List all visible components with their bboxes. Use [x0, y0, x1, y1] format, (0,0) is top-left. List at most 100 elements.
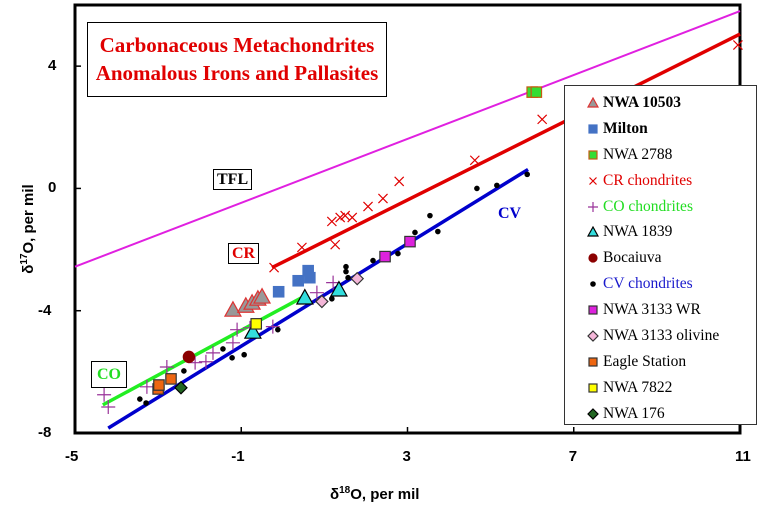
legend-label: Bocaiuva: [603, 249, 662, 267]
y-tick-label: 0: [48, 179, 57, 197]
legend-marker-shape: [588, 253, 598, 263]
data-point: [530, 86, 543, 98]
y-tick-label: 4: [48, 57, 57, 75]
legend-marker-shape: [587, 407, 599, 420]
data-point: [350, 271, 365, 286]
legend-item: CV chondrites: [565, 271, 756, 297]
x-tick-label: 7: [568, 448, 578, 465]
data-point: [427, 212, 433, 219]
data-point: [474, 185, 480, 192]
data-point: [198, 354, 213, 369]
x-tick-label: -5: [65, 448, 79, 465]
data-point: [304, 271, 316, 284]
x-tick-label: 11: [735, 448, 751, 465]
legend-item: CR chondrites: [565, 168, 756, 194]
y-axis-label: δ17O, per mil: [19, 184, 37, 274]
data-point: [174, 380, 188, 395]
y-tick-label: -4: [38, 301, 52, 319]
data-point: [181, 368, 187, 374]
data-point: [524, 171, 531, 178]
legend-marker: [587, 407, 599, 420]
data-point: [326, 216, 337, 227]
x-tick-label: -1: [231, 448, 245, 465]
data-point: [272, 285, 285, 298]
data-point: [315, 294, 329, 309]
legend-marker-shape: [588, 124, 598, 134]
data-point: [329, 280, 348, 297]
cr-label: CR: [228, 243, 260, 264]
line-co: [102, 296, 303, 407]
legend-marker: [587, 96, 599, 108]
legend-marker: [588, 253, 598, 263]
legend-marker: [589, 176, 597, 185]
legend-marker-shape: [588, 150, 598, 160]
data-point: [165, 373, 177, 385]
legend-marker-shape: [589, 176, 597, 185]
data-point: [253, 287, 272, 304]
co-label: CO: [91, 361, 127, 388]
data-point: [435, 228, 441, 235]
legend-label: Eagle Station: [603, 352, 687, 370]
legend-marker-shape: [588, 383, 598, 393]
legend-label: CV chondrites: [603, 275, 693, 293]
legend-item: NWA 3133 olivine: [565, 323, 756, 349]
data-point: [220, 346, 226, 352]
legend-label: NWA 3133 WR: [603, 301, 701, 319]
data-point: [404, 235, 416, 248]
data-point: [343, 263, 349, 270]
line-cr: [271, 32, 741, 270]
data-point: [370, 257, 376, 264]
data-point: [97, 387, 112, 402]
data-point: [143, 400, 149, 406]
data-point: [230, 322, 245, 337]
chart-title: Carbonaceous Metachondrites Anomalous Ir…: [87, 22, 387, 97]
legend-marker: [588, 124, 598, 134]
data-point: [469, 155, 480, 166]
legend-label: Milton: [603, 119, 648, 137]
data-point: [250, 318, 263, 330]
data-point: [309, 285, 324, 300]
legend-label: NWA 3133 olivine: [603, 326, 720, 344]
data-point: [265, 319, 280, 334]
data-point: [395, 250, 401, 257]
legend-item: NWA 2788: [565, 142, 756, 168]
data-point: [205, 345, 220, 360]
legend-marker: [588, 201, 598, 212]
data-point: [275, 326, 281, 333]
data-point: [292, 274, 304, 287]
data-point: [241, 351, 247, 358]
legend-label: NWA 7822: [603, 378, 673, 396]
legend-item: Bocaiuva: [565, 245, 756, 271]
data-point: [139, 379, 154, 394]
data-point: [223, 300, 242, 317]
legend-label: CO chondrites: [603, 197, 693, 215]
data-point: [329, 295, 335, 302]
data-point: [732, 40, 743, 51]
legend-marker-shape: [587, 96, 599, 108]
data-point: [101, 400, 116, 415]
data-point: [225, 335, 240, 350]
data-point: [269, 262, 280, 273]
legend-item: Milton: [565, 116, 756, 142]
legend-item: NWA 10503: [565, 90, 756, 116]
legend-marker: [590, 281, 596, 287]
data-point: [378, 193, 388, 204]
legend-marker-shape: [590, 281, 596, 287]
data-point: [229, 354, 235, 361]
legend-marker-shape: [588, 201, 598, 212]
legend-item: NWA 3133 WR: [565, 297, 756, 323]
legend-marker: [588, 150, 598, 160]
legend-marker-shape: [588, 357, 598, 367]
data-point: [363, 201, 373, 212]
legend: NWA 10503 Milton NWA 2788 CR chondrites CO c…: [564, 85, 757, 425]
data-point: [296, 242, 307, 253]
legend-marker: [588, 305, 598, 315]
data-point: [347, 212, 358, 223]
x-axis-label: δ18O, per mil: [330, 485, 420, 503]
legend-label: NWA 1839: [603, 223, 673, 241]
legend-item: CO chondrites: [565, 194, 756, 220]
data-point: [243, 322, 262, 339]
data-point: [330, 239, 341, 250]
legend-marker: [588, 383, 598, 393]
